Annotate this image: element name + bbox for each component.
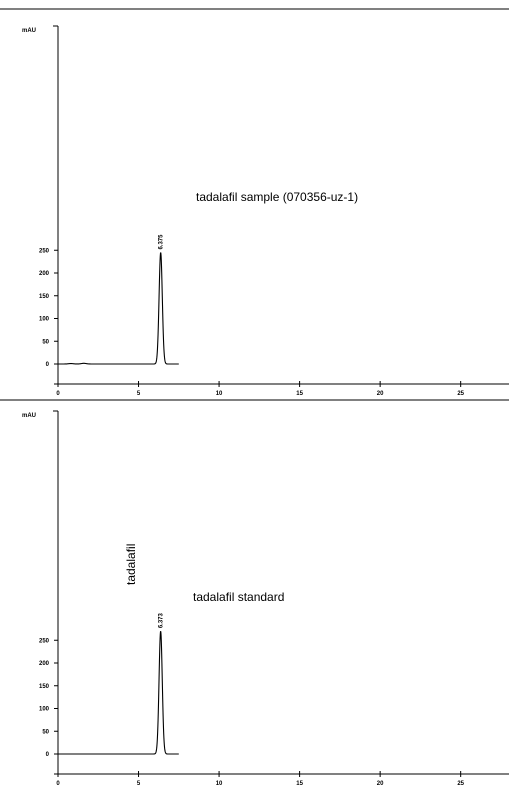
y-tick-label: 200: [39, 661, 50, 667]
y-axis-unit-label: mAU: [22, 28, 36, 34]
y-tick-label: 0: [46, 362, 50, 368]
chromatogram-trace: [58, 631, 179, 755]
x-tick-label: 25: [457, 391, 464, 397]
chromatogram-panel-sample: mAU 0 50 100 150 200 250 0 5 10 15 20 25 6.375 tadalaf…: [0, 8, 509, 397]
x-tick-label: 0: [56, 781, 60, 787]
x-tick-label: 5: [137, 391, 141, 397]
x-tick-label: 5: [137, 781, 141, 787]
chart-annotation: tadalafil sample (070356-uz-1): [196, 190, 358, 204]
x-tick-label: 15: [296, 781, 303, 787]
y-tick-label: 150: [39, 294, 50, 300]
y-axis-unit-label: mAU: [22, 413, 36, 419]
x-tick-label: 0: [56, 391, 60, 397]
x-tick-label: 10: [216, 391, 223, 397]
x-tick-label: 20: [377, 391, 384, 397]
y-tick-label: 50: [42, 729, 49, 735]
chromatogram-panel-standard: mAU 0 50 100 150 200 250 0 5 10 15 20 25 6.373 tadalaf…: [22, 410, 509, 787]
chromatogram-trace: [58, 252, 179, 365]
chart-annotation: tadalafil standard: [193, 590, 284, 604]
peak-label: 6.375: [159, 234, 165, 250]
y-tick-label: 250: [39, 638, 50, 644]
peak-label: 6.373: [159, 612, 165, 628]
y-tick-label: 50: [42, 339, 49, 345]
y-tick-label: 200: [39, 271, 50, 277]
x-tick-label: 15: [296, 391, 303, 397]
y-tick-label: 100: [39, 317, 50, 323]
x-tick-label: 25: [457, 781, 464, 787]
x-tick-label: 20: [377, 781, 384, 787]
y-tick-label: 100: [39, 707, 50, 713]
y-tick-label: 150: [39, 684, 50, 690]
y-tick-label: 250: [39, 248, 50, 254]
chart-annotation: tadalafil: [124, 544, 138, 585]
x-tick-label: 10: [216, 781, 223, 787]
y-tick-label: 0: [46, 752, 50, 758]
